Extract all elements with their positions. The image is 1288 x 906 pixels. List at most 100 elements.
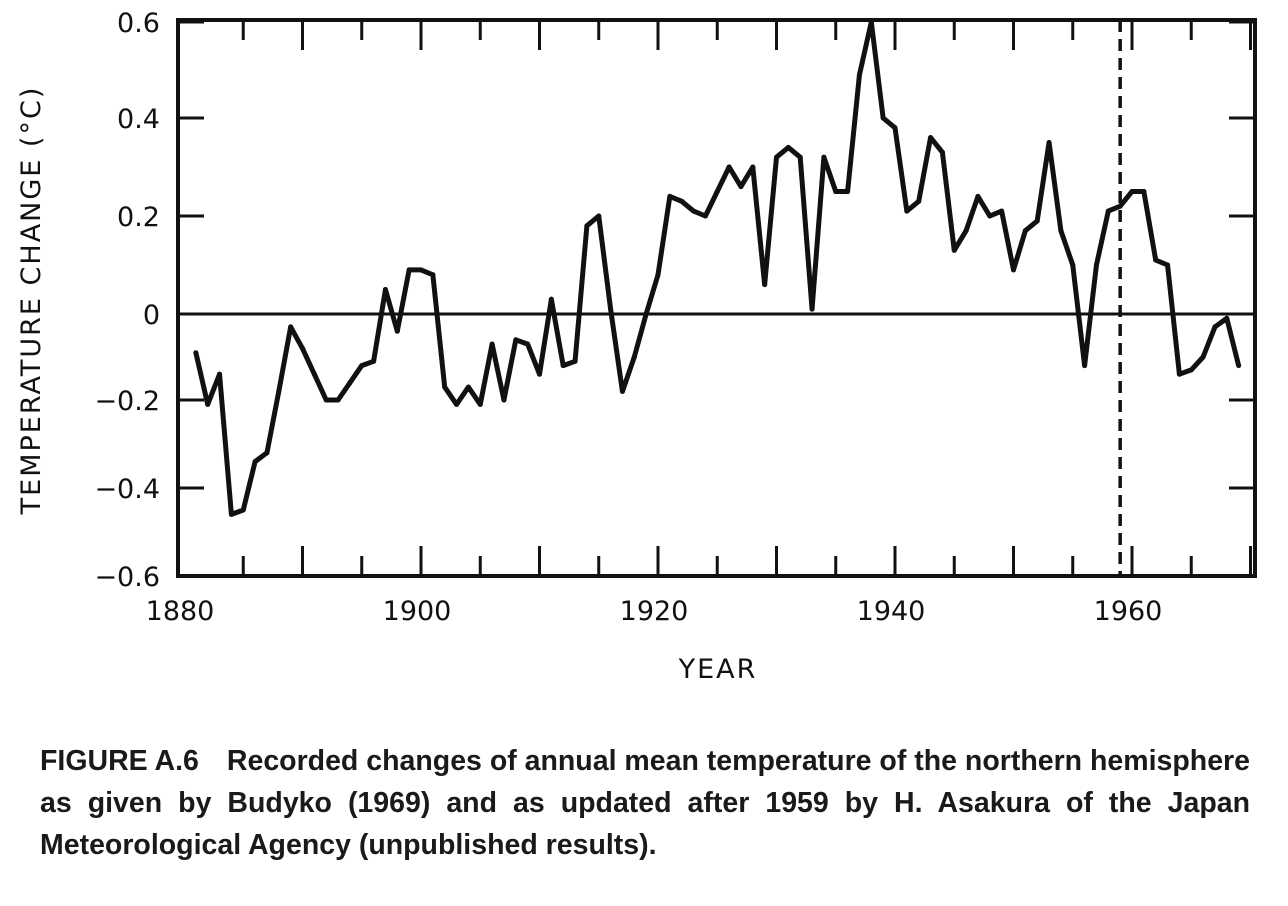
data-point-1901 <box>430 272 436 278</box>
data-point-1956 <box>1082 363 1088 369</box>
data-point-1924 <box>702 213 708 219</box>
data-point-1961 <box>1141 189 1147 194</box>
temperature-series-line <box>193 19 1242 517</box>
data-point-1904 <box>465 384 471 390</box>
x-tick-label: 1960 <box>1094 596 1163 627</box>
data-point-1942 <box>916 198 922 204</box>
data-point-1966 <box>1200 354 1206 360</box>
data-point-1914 <box>584 223 590 229</box>
y-tick-label: −0.4 <box>94 474 160 505</box>
data-point-1968 <box>1224 315 1230 321</box>
data-point-1922 <box>679 198 685 204</box>
data-point-1925 <box>714 189 720 194</box>
x-tick-label: 1880 <box>146 596 215 627</box>
data-point-1912 <box>560 363 566 369</box>
data-point-1937 <box>856 72 862 78</box>
data-point-1890 <box>300 345 305 351</box>
data-point-1939 <box>880 115 886 121</box>
x-tick-label: 1940 <box>857 596 926 627</box>
data-point-1967 <box>1212 324 1218 330</box>
data-point-1908 <box>513 337 519 343</box>
data-point-1950 <box>1011 267 1016 273</box>
data-point-1881 <box>193 350 199 356</box>
data-point-1943 <box>928 135 934 141</box>
data-point-1894 <box>347 380 353 386</box>
data-point-1940 <box>892 125 898 131</box>
data-point-1896 <box>371 358 377 364</box>
data-point-1920 <box>655 272 661 278</box>
data-point-1927 <box>738 184 744 190</box>
data-point-1945 <box>951 247 957 253</box>
data-point-1900 <box>418 267 424 273</box>
data-point-1909 <box>525 341 531 347</box>
data-point-1941 <box>904 208 910 214</box>
data-point-1953 <box>1046 140 1052 145</box>
data-point-1907 <box>501 397 507 403</box>
data-point-1954 <box>1058 228 1064 234</box>
data-point-1947 <box>975 193 981 199</box>
data-point-1913 <box>572 358 578 364</box>
data-point-1892 <box>323 397 329 403</box>
data-point-1923 <box>691 208 697 214</box>
data-point-1905 <box>477 401 483 407</box>
figure-label: FIGURE A.6 <box>40 745 199 777</box>
data-point-1883 <box>217 371 223 377</box>
data-point-1934 <box>821 154 827 160</box>
data-point-1963 <box>1165 262 1171 268</box>
y-tick-label: 0.2 <box>117 202 160 233</box>
data-point-1910 <box>537 371 542 377</box>
caption-text: Recorded changes of annual mean temperat… <box>40 745 1250 861</box>
y-axis-title: TEMPERATURE CHANGE (°C) <box>16 86 47 516</box>
data-point-1926 <box>726 164 732 170</box>
data-point-1969 <box>1236 363 1242 369</box>
data-point-1911 <box>548 296 554 302</box>
data-point-1952 <box>1034 218 1040 224</box>
data-point-1906 <box>489 341 495 347</box>
data-point-1898 <box>394 328 400 334</box>
data-point-1949 <box>999 208 1005 214</box>
data-point-1918 <box>631 354 637 360</box>
data-point-1903 <box>454 401 460 407</box>
data-point-1899 <box>406 267 412 273</box>
data-point-1930 <box>774 154 779 160</box>
data-point-1959 <box>1117 203 1123 209</box>
data-point-1962 <box>1153 257 1159 263</box>
figure-caption: FIGURE A.6 Recorded changes of annual mea… <box>40 740 1250 866</box>
data-point-1960 <box>1129 189 1135 194</box>
data-point-1964 <box>1176 371 1182 377</box>
plot-frame <box>176 18 1257 578</box>
data-point-1946 <box>963 228 969 234</box>
data-point-1916 <box>608 306 614 312</box>
y-tick-label: −0.6 <box>94 562 160 593</box>
data-point-1891 <box>311 371 317 377</box>
data-point-1893 <box>335 397 341 403</box>
data-point-1919 <box>643 311 649 317</box>
data-point-1885 <box>240 507 246 513</box>
data-point-1933 <box>809 306 815 312</box>
y-tick-label: 0 <box>143 300 160 331</box>
data-point-1951 <box>1022 228 1028 234</box>
data-point-1902 <box>442 384 448 390</box>
y-tick-label: 0.6 <box>117 8 160 39</box>
data-point-1936 <box>845 189 851 194</box>
data-point-1955 <box>1070 262 1076 268</box>
x-tick-label: 1900 <box>383 596 452 627</box>
data-point-1929 <box>762 282 768 288</box>
y-tick-label: 0.4 <box>117 104 160 135</box>
data-point-1888 <box>276 388 282 394</box>
data-point-1931 <box>785 144 791 150</box>
data-point-1884 <box>228 511 234 517</box>
x-axis-title: YEAR <box>678 654 758 685</box>
data-point-1928 <box>750 164 756 170</box>
y-tick-label: −0.2 <box>94 386 160 417</box>
data-point-1944 <box>939 149 945 155</box>
data-point-1897 <box>382 287 388 292</box>
data-point-1932 <box>797 154 803 160</box>
data-point-1889 <box>288 324 294 330</box>
data-point-1886 <box>252 459 258 465</box>
data-point-1887 <box>264 450 270 456</box>
data-point-1958 <box>1105 208 1111 214</box>
data-point-1882 <box>205 401 211 407</box>
data-point-1948 <box>987 213 993 219</box>
